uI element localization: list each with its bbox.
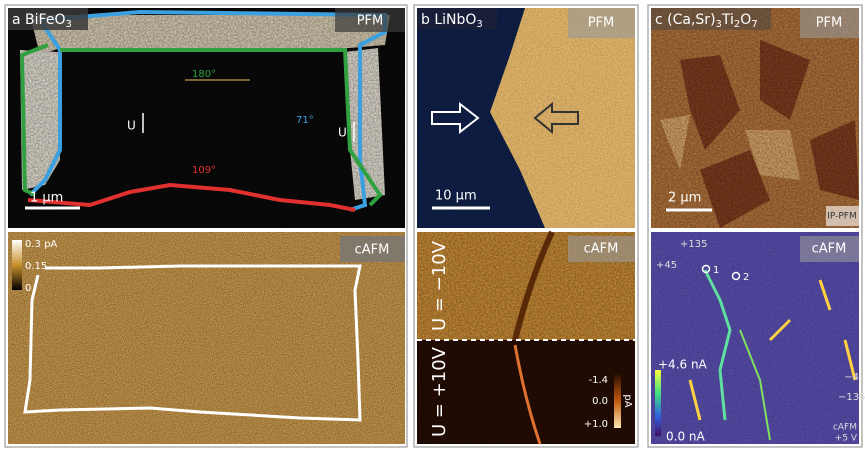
panel-c: c (Ca,Sr)3Ti2O7 PFM 2 μm IP-PFM cAFM +13… xyxy=(648,5,865,447)
panel-letter: a xyxy=(12,12,21,28)
bias-label: U = +10V xyxy=(429,346,450,437)
colorbar xyxy=(614,374,621,428)
colorbar xyxy=(655,370,661,436)
scale-label: 2 μm xyxy=(668,191,701,206)
colorbar-label: 0.3 pA xyxy=(25,239,57,250)
angle-label: 109° xyxy=(192,165,216,176)
bias-label: U = −10V xyxy=(429,240,450,331)
colorbar-label: 0 xyxy=(25,283,31,294)
texture xyxy=(8,8,405,228)
bias-label: +5 V xyxy=(835,434,858,444)
angle-label: −135 xyxy=(838,392,865,403)
angle-label: 180° xyxy=(192,69,216,80)
colorbar-label: 0.0 nA xyxy=(666,430,706,444)
bias-label: U xyxy=(338,126,347,140)
colorbar-label: 0.0 xyxy=(592,396,608,407)
subscript: 3 xyxy=(65,19,71,30)
panel-title: c (Ca,Sr)3Ti2O7 xyxy=(655,12,758,30)
material: BiFeO xyxy=(25,12,65,28)
mode-tag: cAFM xyxy=(584,242,619,257)
panel-b: b LiNbO3 PFM 10 μm U = −10V U = +10V cAF… xyxy=(414,5,638,447)
angle-label: −4 xyxy=(844,372,859,383)
panel-letter: b xyxy=(421,12,430,28)
mode-tag: PFM xyxy=(357,14,384,29)
colorbar xyxy=(12,240,22,290)
colorbar-label: 0.15 xyxy=(25,261,47,272)
panel-title: b LiNbO3 xyxy=(421,12,483,30)
colorbar-label: +4.6 nA xyxy=(658,358,708,372)
mode-tag: cAFM xyxy=(355,243,390,258)
bias-label: U xyxy=(127,119,136,133)
material: (Ca,Sr) xyxy=(667,12,715,28)
colorbar-unit: pA xyxy=(622,394,633,407)
scale-label: 10 μm xyxy=(435,189,477,204)
angle-label: 71° xyxy=(296,115,314,126)
bias-label: cAFM xyxy=(833,423,857,433)
mode-tag: cAFM xyxy=(812,242,847,257)
point-label: 1 xyxy=(713,265,719,276)
subscript: 3 xyxy=(476,19,482,30)
material: O xyxy=(740,12,751,28)
material: Ti xyxy=(721,12,734,28)
angle-label: +45 xyxy=(656,260,677,271)
mode-tag: IP-PFM xyxy=(827,212,857,222)
material: LiNbO xyxy=(434,12,476,28)
mode-tag: PFM xyxy=(588,16,615,31)
panel-a: a BiFeO3 PFM 180° 71° 109° U U 1 μm 0.3 … xyxy=(5,5,407,447)
texture xyxy=(651,232,859,444)
panel-title: a BiFeO3 xyxy=(12,12,72,30)
figure: a BiFeO3 PFM 180° 71° 109° U U 1 μm 0.3 … xyxy=(0,0,865,451)
subscript: 7 xyxy=(751,19,757,30)
panel-letter: c xyxy=(655,12,663,28)
mode-tag: PFM xyxy=(816,16,843,31)
angle-label: +135 xyxy=(680,239,707,250)
scale-label: 1 μm xyxy=(30,191,63,206)
colorbar-label: +1.0 xyxy=(584,419,608,430)
colorbar-label: -1.4 xyxy=(588,375,608,386)
point-label: 2 xyxy=(743,272,749,283)
